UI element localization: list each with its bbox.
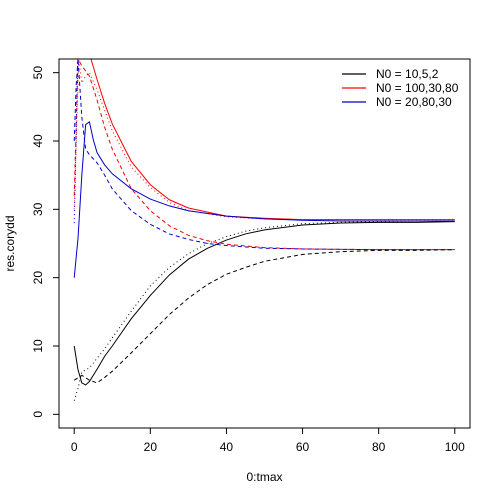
plot-area [73,59,455,401]
y-tick-label: 0 [31,411,45,418]
x-tick-label: 0 [71,440,78,454]
legend-label-3: N0 = 20,80,30 [376,95,452,109]
x-tick-label: 40 [220,440,234,454]
series-line-4-solid [90,59,455,221]
y-tick-label: 30 [31,202,45,216]
y-tick-label: 20 [31,271,45,285]
y-tick-label: 10 [31,339,45,353]
x-tick-label: 80 [372,440,386,454]
series-line-1-solid [73,221,455,386]
y-axis: 0 10 20 30 40 50 [31,66,60,418]
y-tick-label: 40 [31,134,45,148]
x-axis-title: 0:tmax [246,470,282,484]
series-line-7-solid [73,121,455,278]
series-line-9-dotted [73,59,79,224]
x-tick-label: 20 [144,440,158,454]
x-axis: 0 20 40 60 80 100 [71,427,465,454]
legend-label-1: N0 = 10,5,2 [376,67,439,81]
series-line-3-dotted [73,220,455,401]
series-line-8-dashed [73,59,455,251]
y-axis-title: res.corydd [3,215,17,271]
y-tick-label: 50 [31,66,45,80]
x-tick-label: 100 [445,440,465,454]
series-line-5-dashed [73,59,455,251]
legend-label-2: N0 = 100,30,80 [376,81,459,95]
series-line-2-dashed [73,249,455,384]
x-tick-label: 60 [296,440,310,454]
